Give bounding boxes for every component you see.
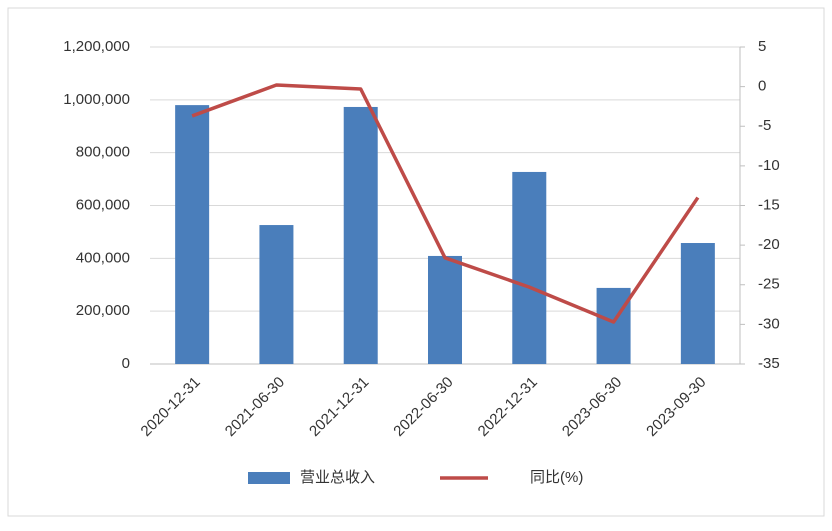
- y-tick-label: 200,000: [76, 302, 130, 319]
- y2-tick-label: -15: [758, 196, 780, 213]
- y-tick-label: 1,000,000: [63, 91, 130, 108]
- bar: [259, 225, 294, 364]
- bar: [343, 106, 378, 365]
- y2-tick-label: 0: [758, 78, 766, 95]
- legend-label: 营业总收入: [300, 469, 375, 486]
- y-tick-label: 1,200,000: [63, 38, 130, 55]
- bar: [680, 243, 715, 364]
- y2-tick-label: -25: [758, 276, 780, 293]
- y-tick-label: 600,000: [76, 196, 130, 213]
- y2-tick-label: -20: [758, 236, 780, 253]
- y2-tick-label: 5: [758, 38, 766, 55]
- y2-tick-label: -35: [758, 355, 780, 372]
- line: [191, 83, 700, 324]
- y2-tick-label: -30: [758, 315, 780, 332]
- y-tick-label: 0: [122, 355, 130, 372]
- bar: [512, 171, 547, 364]
- bar: [175, 105, 210, 364]
- bar: [596, 287, 631, 364]
- y-tick-label: 400,000: [76, 249, 130, 266]
- legend-swatch: [248, 472, 290, 484]
- y2-tick-label: -5: [758, 117, 771, 134]
- y2-tick-label: -10: [758, 157, 780, 174]
- bar: [428, 255, 462, 364]
- legend-label: 同比(%): [530, 469, 583, 486]
- y-tick-label: 800,000: [76, 144, 130, 161]
